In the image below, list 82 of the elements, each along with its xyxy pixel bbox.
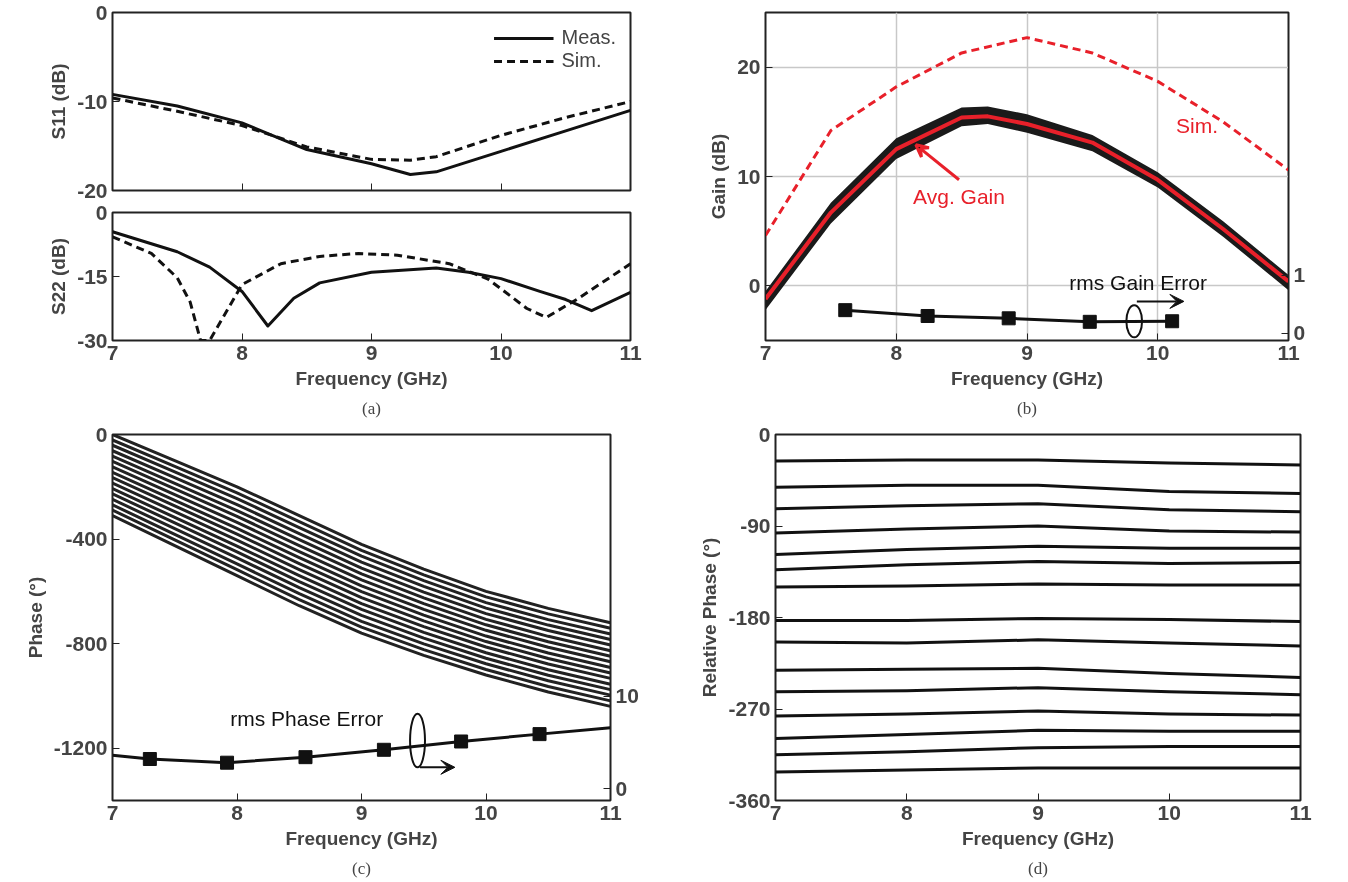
point <box>298 750 313 765</box>
line-series <box>765 36 1289 238</box>
x-axis-title: Frequency (GHz) <box>950 367 1104 389</box>
y-tick-label: -90 <box>740 514 771 537</box>
line-series <box>112 92 631 176</box>
line-series <box>775 666 1301 679</box>
y-tick-label: -20 <box>77 178 108 202</box>
y-tick-label: 10 <box>737 164 761 188</box>
y-tick-label: 0 <box>758 422 771 446</box>
x-tick-label: 11 <box>599 800 622 824</box>
line-series <box>775 638 1301 648</box>
x-tick-label: 11 <box>1289 800 1312 824</box>
point <box>376 742 391 757</box>
y-tick-label: -360 <box>728 788 771 812</box>
point <box>142 752 157 767</box>
y-tick-label: -1200 <box>53 736 108 760</box>
x-axis-title: Frequency (GHz) <box>961 827 1115 849</box>
line-series <box>775 502 1301 514</box>
point <box>1082 314 1097 329</box>
point <box>1001 311 1016 326</box>
x-tick-label: 8 <box>890 340 903 364</box>
point <box>454 734 469 749</box>
y-axis-title: Relative Phase (°) <box>699 537 721 698</box>
x-axis-title: Frequency (GHz) <box>295 367 448 389</box>
text: (d) <box>1028 858 1048 878</box>
point <box>838 303 853 318</box>
x-tick-label: 8 <box>236 340 249 364</box>
point <box>1165 314 1180 329</box>
y-tick-label: 0 <box>95 0 108 24</box>
legend-label: Meas. <box>561 26 616 49</box>
annotation: Sim. <box>1175 113 1218 137</box>
y-axis-title: Phase (°) <box>24 576 46 659</box>
x-tick-label: 10 <box>489 340 513 364</box>
y-tick-label: -180 <box>728 605 771 629</box>
y-tick-label: -270 <box>728 697 771 720</box>
x-tick-label: 9 <box>1032 800 1044 824</box>
text: (c) <box>352 858 371 878</box>
x-axis-title: Frequency (GHz) <box>285 827 438 849</box>
x-tick-label: 7 <box>106 340 119 364</box>
y-axis-title: S11 (dB) <box>48 63 70 140</box>
x-tick-label: 10 <box>474 800 498 824</box>
line-series <box>775 560 1301 572</box>
y-tick-label: -400 <box>65 527 108 551</box>
y-axis-title: Gain (dB) <box>708 133 730 220</box>
line-series <box>775 745 1301 757</box>
line-series <box>775 524 1301 535</box>
point <box>532 727 547 742</box>
y2-tick-label: 0 <box>615 776 628 800</box>
annotation: rms Gain Error <box>1069 271 1207 295</box>
y2-tick-label: 1 <box>1293 263 1306 287</box>
y-tick-label: -30 <box>77 328 108 352</box>
x-tick-label: 9 <box>355 800 368 824</box>
line-series <box>775 544 1301 556</box>
line-series <box>775 483 1301 495</box>
point <box>920 308 935 323</box>
legend-label: Sim. <box>561 49 602 72</box>
y-tick-label: 20 <box>737 55 761 79</box>
x-tick-label: 11 <box>619 340 642 364</box>
y-tick-label: 0 <box>95 422 108 446</box>
x-tick-label: 8 <box>900 800 913 824</box>
point <box>220 755 235 770</box>
x-tick-label: 10 <box>1146 340 1170 364</box>
x-tick-label: 9 <box>365 340 378 364</box>
y-axis-title: S22 (dB) <box>48 237 70 316</box>
x-tick-label: 7 <box>759 340 772 364</box>
line-series <box>775 686 1301 697</box>
y-tick-label: -800 <box>65 631 108 655</box>
line-series <box>775 728 1301 740</box>
x-tick-label: 10 <box>1157 800 1181 824</box>
x-tick-label: 8 <box>231 800 244 824</box>
y-tick-label: 0 <box>748 273 761 297</box>
x-tick-label: 9 <box>1021 340 1033 364</box>
annotation: Avg. Gain <box>913 184 1005 208</box>
annotation: rms Phase Error <box>230 707 384 731</box>
x-tick-label: 7 <box>106 800 119 824</box>
text: (a) <box>362 398 381 418</box>
y-tick-label: -10 <box>77 89 108 113</box>
x-tick-label: 7 <box>769 800 782 824</box>
y-tick-label: 0 <box>95 200 108 224</box>
text: (b) <box>1017 398 1037 418</box>
y-tick-label: -15 <box>77 264 108 288</box>
y2-tick-label: 10 <box>615 684 639 708</box>
